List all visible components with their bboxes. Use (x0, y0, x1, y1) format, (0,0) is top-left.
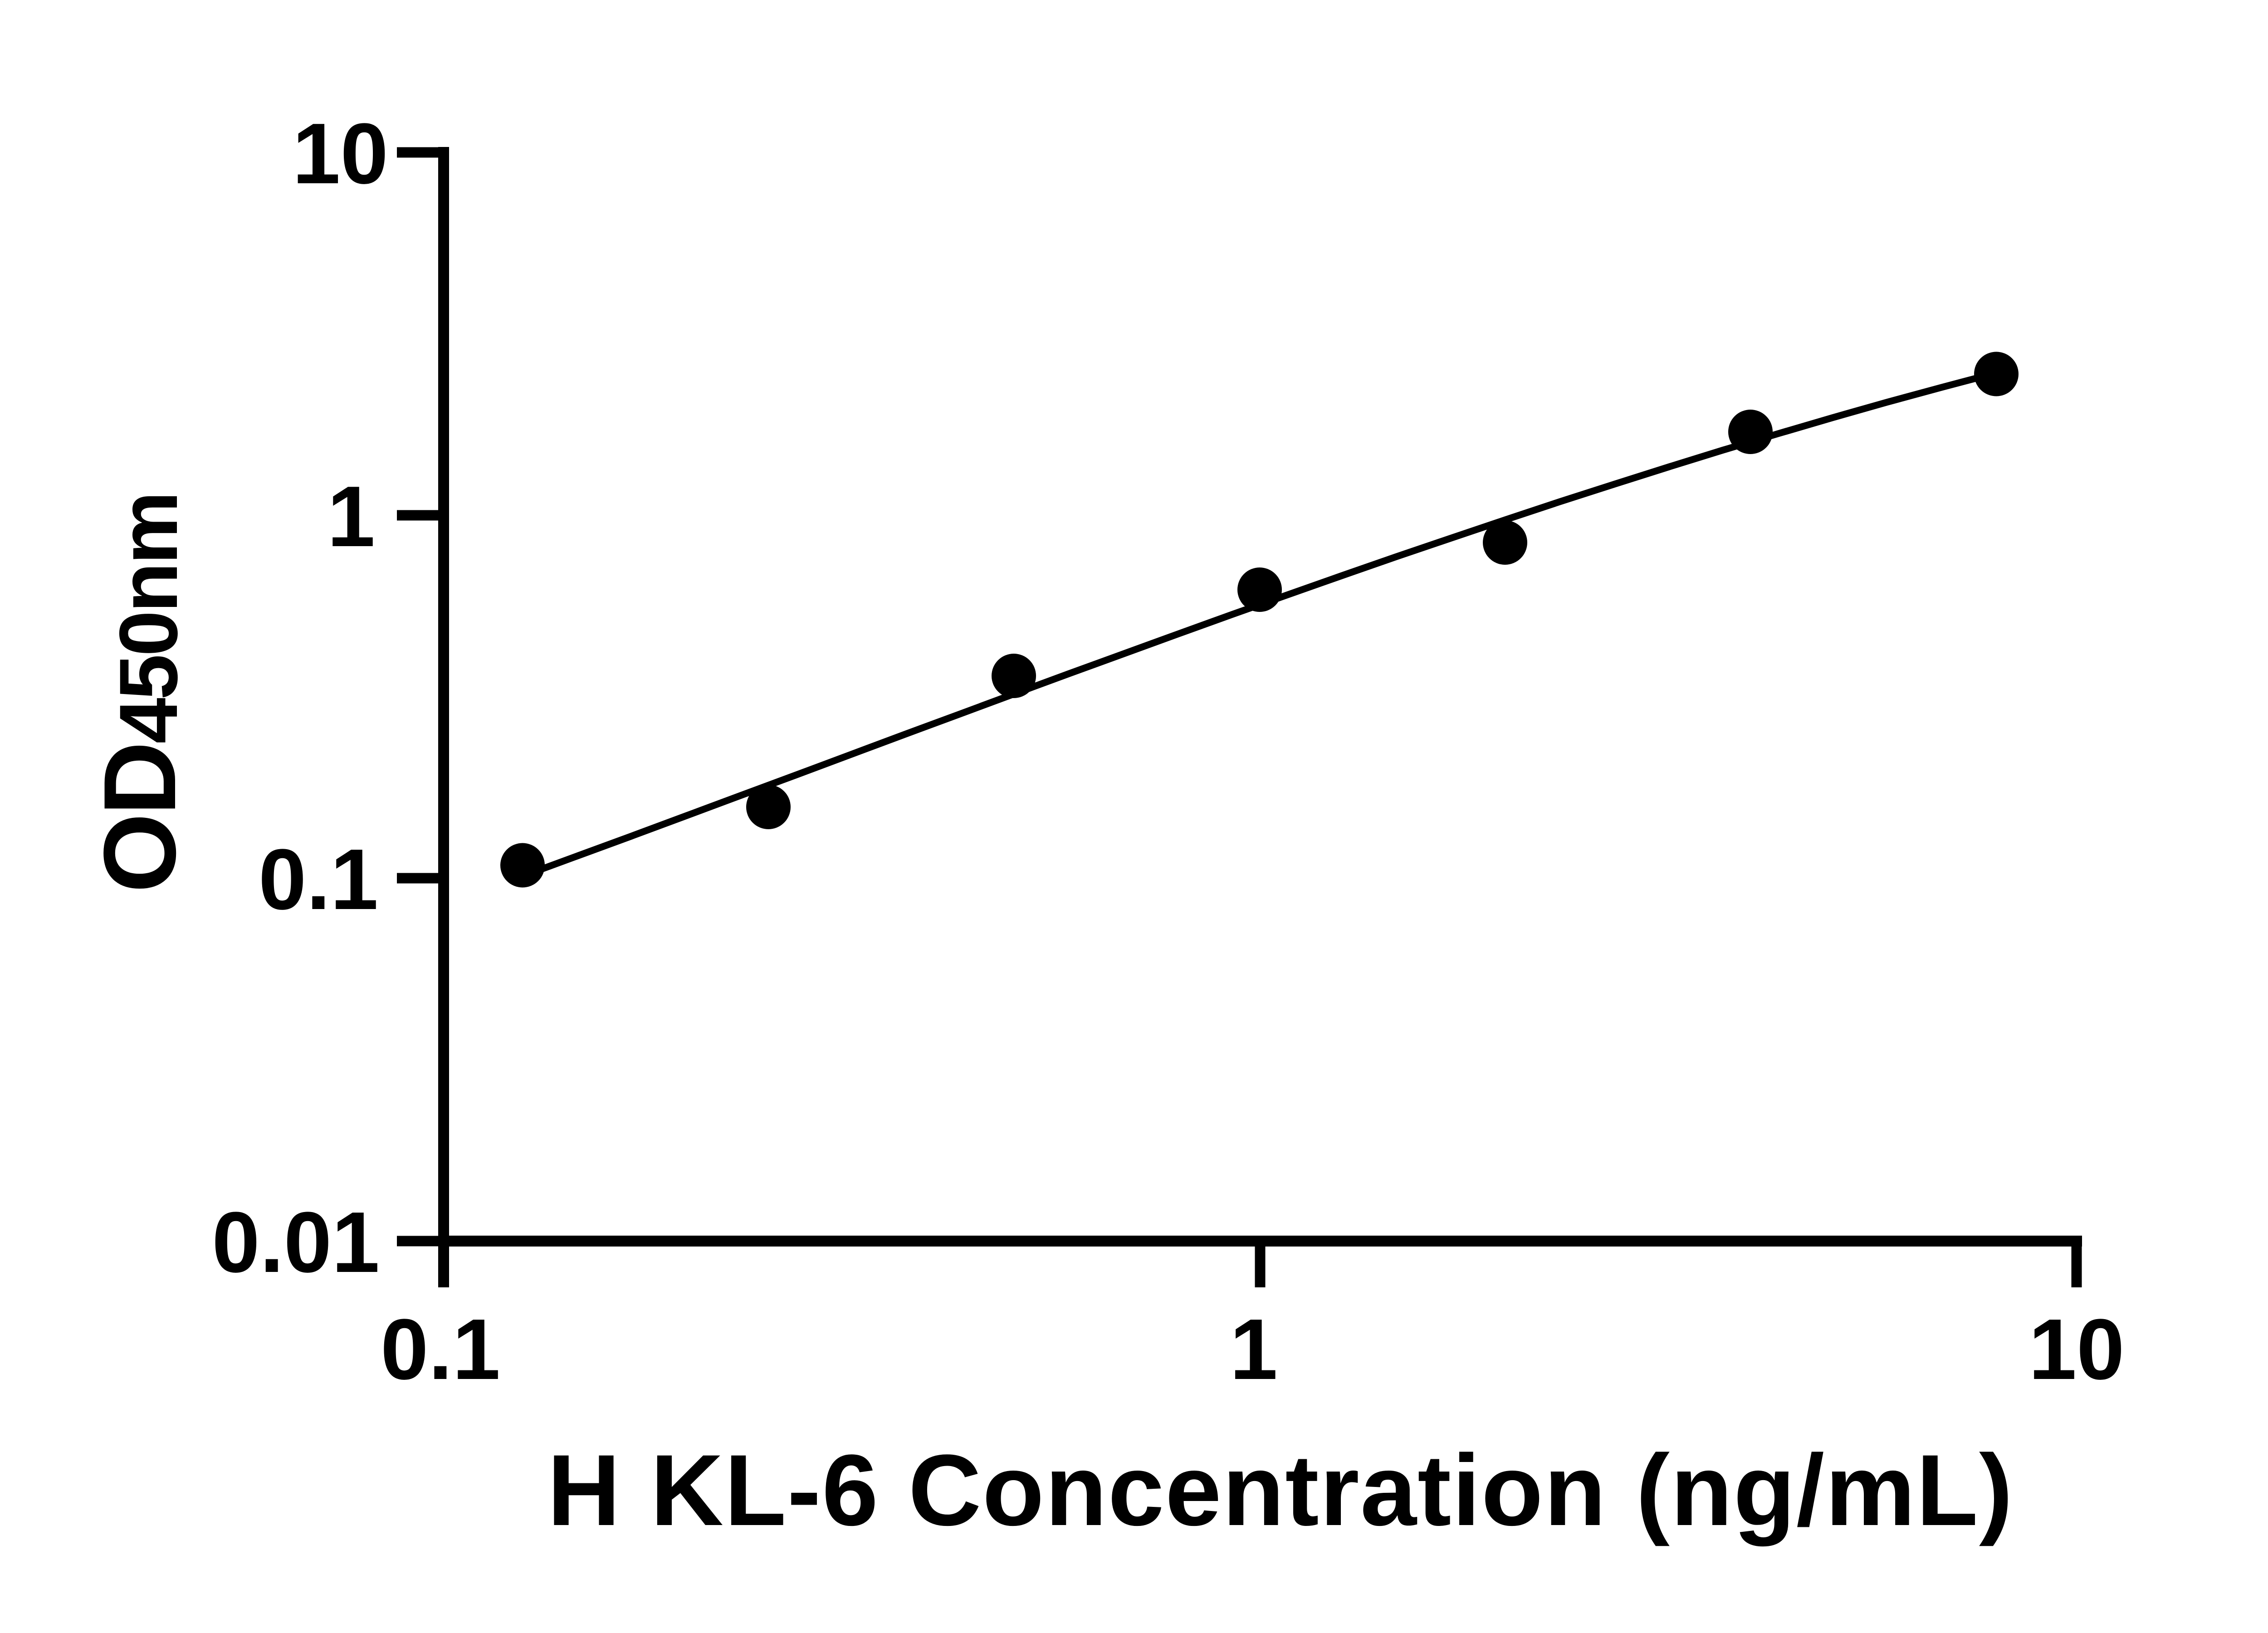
svg-text:OD450nm: OD450nm (82, 494, 197, 893)
svg-text:1: 1 (327, 469, 375, 565)
svg-text:0.01: 0.01 (212, 1194, 380, 1291)
svg-text:10: 10 (293, 106, 388, 202)
svg-text:1: 1 (1230, 1301, 1278, 1398)
svg-text:0.1: 0.1 (381, 1301, 500, 1398)
svg-text:10: 10 (2028, 1301, 2124, 1398)
svg-text:H KL-6 Concentration (ng/mL): H KL-6 Concentration (ng/mL) (547, 1434, 2014, 1547)
svg-text:0.1: 0.1 (259, 831, 378, 928)
